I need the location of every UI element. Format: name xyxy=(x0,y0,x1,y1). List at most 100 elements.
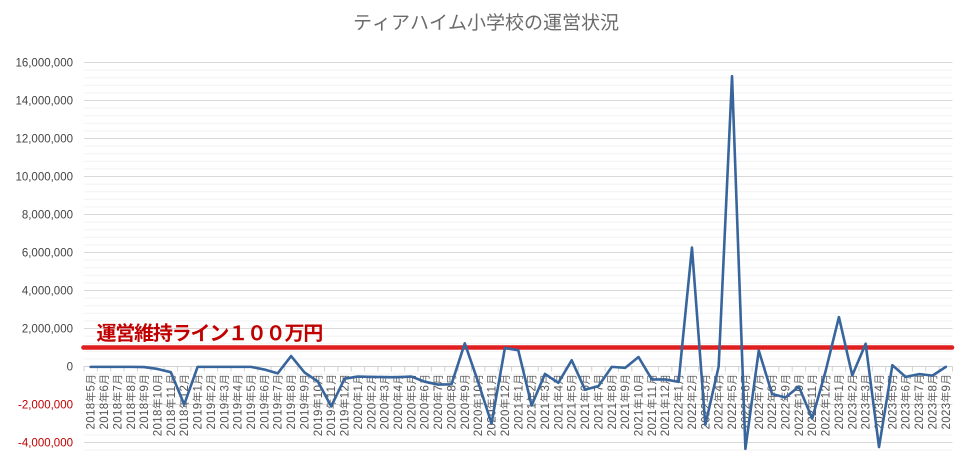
svg-text:4: 4 xyxy=(233,385,245,392)
svg-text:2023: 2023 xyxy=(834,403,846,430)
svg-text:4: 4 xyxy=(393,385,405,392)
svg-text:7: 7 xyxy=(112,385,124,392)
svg-text:2019: 2019 xyxy=(313,409,325,436)
svg-text:-4,000,000: -4,000,000 xyxy=(18,438,73,450)
svg-text:2020: 2020 xyxy=(353,403,365,430)
svg-text:4: 4 xyxy=(874,385,886,392)
svg-text:2020: 2020 xyxy=(433,403,445,430)
svg-text:2023: 2023 xyxy=(887,403,899,430)
svg-text:2021: 2021 xyxy=(660,409,672,436)
svg-text:2019: 2019 xyxy=(286,403,298,430)
svg-text:2022: 2022 xyxy=(714,403,726,430)
svg-text:2018: 2018 xyxy=(166,409,178,436)
svg-text:5: 5 xyxy=(887,385,899,392)
svg-text:2021: 2021 xyxy=(527,403,539,430)
svg-text:2018: 2018 xyxy=(99,403,111,430)
svg-text:5: 5 xyxy=(406,385,418,392)
svg-text:2021: 2021 xyxy=(607,403,619,430)
svg-text:10: 10 xyxy=(634,385,646,399)
svg-text:2023: 2023 xyxy=(927,403,939,430)
svg-text:2019: 2019 xyxy=(193,403,205,430)
svg-text:2019: 2019 xyxy=(273,403,285,430)
svg-text:7: 7 xyxy=(593,385,605,392)
svg-text:2: 2 xyxy=(527,385,539,392)
svg-text:7: 7 xyxy=(754,385,766,392)
svg-text:3: 3 xyxy=(219,385,231,392)
svg-text:9: 9 xyxy=(620,385,632,392)
svg-text:6,000,000: 6,000,000 xyxy=(22,248,73,260)
svg-text:2019: 2019 xyxy=(259,403,271,430)
svg-text:9: 9 xyxy=(139,385,151,392)
svg-text:2021: 2021 xyxy=(513,403,525,430)
svg-text:2020: 2020 xyxy=(366,403,378,430)
svg-text:8: 8 xyxy=(446,385,458,392)
svg-text:11: 11 xyxy=(807,386,819,399)
svg-text:4,000,000: 4,000,000 xyxy=(22,286,73,298)
svg-text:2021: 2021 xyxy=(593,403,605,430)
svg-text:2020: 2020 xyxy=(446,403,458,430)
svg-text:2023: 2023 xyxy=(901,403,913,430)
svg-text:6: 6 xyxy=(740,385,752,392)
svg-text:2: 2 xyxy=(206,385,218,392)
svg-text:2021: 2021 xyxy=(580,403,592,430)
svg-text:6: 6 xyxy=(259,385,271,392)
svg-text:2018: 2018 xyxy=(152,409,164,436)
svg-text:2019: 2019 xyxy=(233,403,245,430)
svg-text:2018: 2018 xyxy=(139,403,151,430)
svg-text:2022: 2022 xyxy=(767,403,779,430)
svg-text:6: 6 xyxy=(901,385,913,392)
svg-text:1: 1 xyxy=(513,385,525,392)
svg-text:2018: 2018 xyxy=(126,403,138,430)
svg-text:5: 5 xyxy=(567,385,579,392)
svg-text:2021: 2021 xyxy=(620,403,632,430)
svg-text:2021: 2021 xyxy=(553,403,565,430)
svg-text:10,000,000: 10,000,000 xyxy=(15,172,73,184)
svg-text:2: 2 xyxy=(847,385,859,392)
svg-text:3: 3 xyxy=(540,385,552,392)
svg-text:2018: 2018 xyxy=(112,403,124,430)
svg-text:8: 8 xyxy=(927,385,939,392)
svg-text:9: 9 xyxy=(299,385,311,392)
svg-text:9: 9 xyxy=(941,385,953,392)
svg-text:2021: 2021 xyxy=(567,403,579,430)
svg-text:2021: 2021 xyxy=(540,403,552,430)
svg-text:3: 3 xyxy=(700,385,712,392)
svg-text:12: 12 xyxy=(660,385,672,399)
svg-text:14,000,000: 14,000,000 xyxy=(15,96,73,108)
svg-text:7: 7 xyxy=(914,385,926,392)
svg-text:11: 11 xyxy=(166,386,178,399)
svg-text:2020: 2020 xyxy=(473,409,485,436)
svg-text:2022: 2022 xyxy=(727,403,739,430)
svg-text:-2,000,000: -2,000,000 xyxy=(18,400,73,412)
svg-text:9: 9 xyxy=(460,385,472,392)
svg-text:2023: 2023 xyxy=(861,403,873,430)
svg-text:5: 5 xyxy=(246,385,258,392)
svg-text:11: 11 xyxy=(647,386,659,399)
svg-text:2: 2 xyxy=(687,385,699,392)
svg-text:12: 12 xyxy=(821,385,833,399)
svg-text:2023: 2023 xyxy=(941,403,953,430)
svg-text:2020: 2020 xyxy=(406,403,418,430)
svg-text:10: 10 xyxy=(152,385,164,399)
svg-text:8: 8 xyxy=(767,385,779,392)
svg-text:2019: 2019 xyxy=(340,409,352,436)
svg-text:2: 2 xyxy=(366,385,378,392)
svg-text:3: 3 xyxy=(380,385,392,392)
svg-text:9: 9 xyxy=(780,385,792,392)
svg-text:1: 1 xyxy=(834,385,846,392)
svg-text:12,000,000: 12,000,000 xyxy=(15,134,73,146)
svg-text:2022: 2022 xyxy=(687,403,699,430)
svg-text:2019: 2019 xyxy=(246,403,258,430)
svg-text:2020: 2020 xyxy=(380,403,392,430)
svg-text:2022: 2022 xyxy=(821,409,833,436)
svg-text:2023: 2023 xyxy=(914,403,926,430)
svg-text:2021: 2021 xyxy=(647,409,659,436)
svg-text:2019: 2019 xyxy=(326,409,338,436)
svg-text:4: 4 xyxy=(553,385,565,392)
svg-text:2019: 2019 xyxy=(219,403,231,430)
svg-text:2,000,000: 2,000,000 xyxy=(22,324,73,336)
svg-text:6: 6 xyxy=(420,385,432,392)
svg-text:6: 6 xyxy=(99,385,111,392)
svg-text:4: 4 xyxy=(714,385,726,392)
svg-text:12: 12 xyxy=(500,385,512,399)
